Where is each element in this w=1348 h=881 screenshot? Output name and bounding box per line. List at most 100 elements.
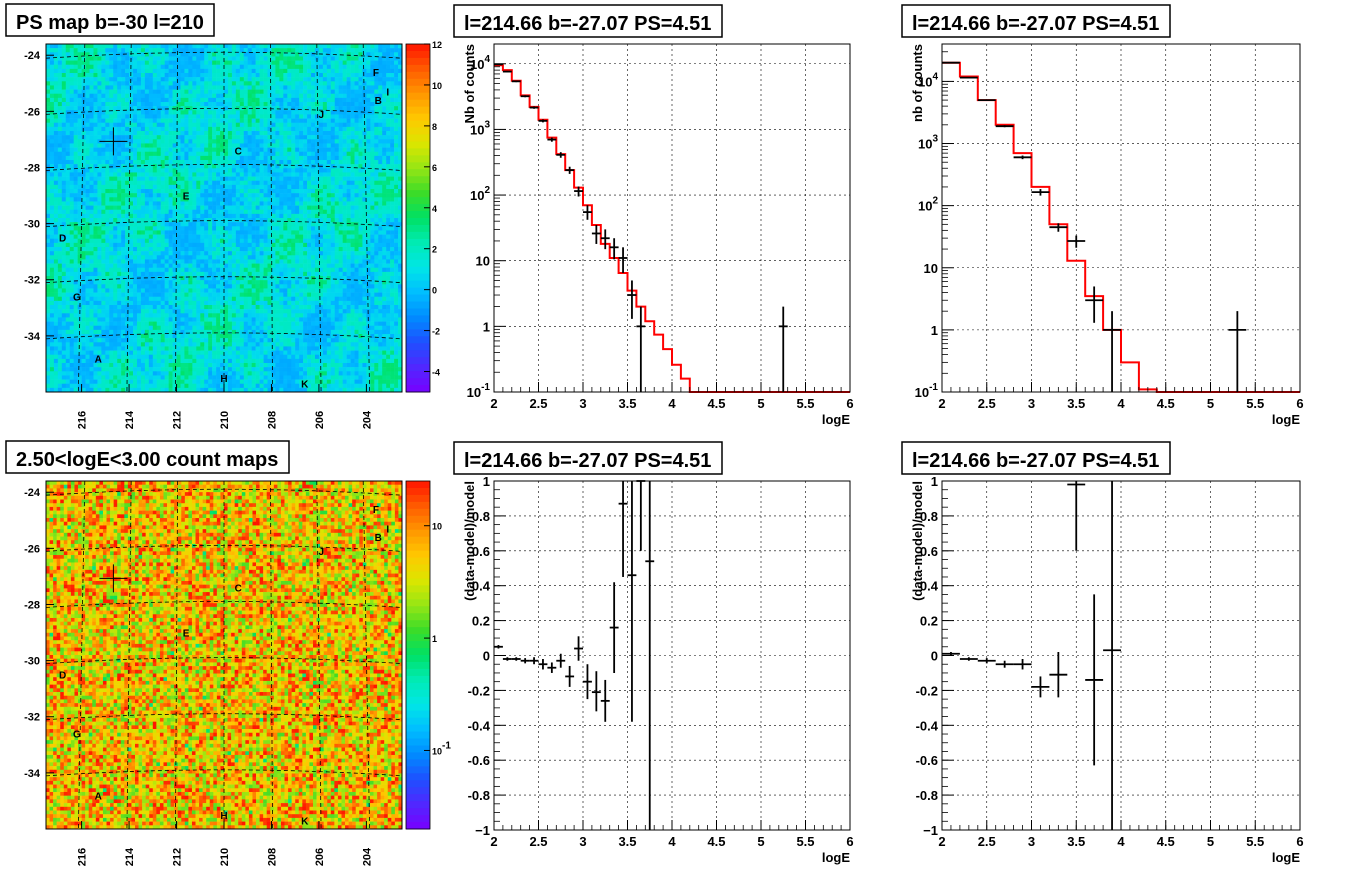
count-map-xtick-label: 208	[266, 848, 278, 866]
count-map-ytick-label: -26	[24, 543, 40, 555]
count-map-colorbar-seg	[406, 599, 430, 606]
ps-map-xtick-label: 204	[361, 410, 373, 429]
count-map-colorbar-seg	[406, 481, 430, 488]
spectrum-1-data-point	[530, 106, 539, 108]
residual-2-data-point	[960, 657, 978, 660]
source-label: I	[386, 525, 389, 536]
ps-map-colorbar-seg	[406, 141, 430, 148]
count-map-colorbar-seg	[406, 523, 430, 530]
residual-1-data-point	[512, 657, 521, 660]
count-map-colorbar-seg	[406, 766, 430, 773]
spectrum-2-data-point	[1103, 311, 1121, 392]
source-label: K	[301, 380, 309, 391]
spectrum-1-xtick-label: 6	[846, 396, 853, 411]
residual-2-title: l=214.66 b=-27.07 PS=4.51	[912, 450, 1159, 472]
residual-2-ytick-label: -0.6	[916, 753, 938, 768]
ps-map-colorbar-seg	[406, 336, 430, 343]
ps-map-colorbar-seg	[406, 232, 430, 239]
spectrum-1-ytick-label: 1	[483, 319, 490, 334]
residual-2-xtick-label: 2	[938, 834, 945, 849]
residual-2-xtick-label: 3	[1028, 834, 1035, 849]
ps-map-colorbar-label: -2	[432, 327, 440, 337]
ps-map-ytick-label: -32	[24, 275, 40, 287]
ps-map-colorbar-seg	[406, 288, 430, 295]
residual-1-xtick-label: 5.5	[796, 834, 814, 849]
spectrum-1-data-point	[583, 205, 592, 220]
count-map-colorbar-seg	[406, 676, 430, 683]
residual-2-ytick-label: -0.2	[916, 683, 938, 698]
spectrum-2-data-point	[960, 77, 978, 78]
count-map-colorbar-seg	[406, 697, 430, 704]
spectrum-1-data-point	[592, 225, 601, 244]
count-map-colorbar-seg	[406, 495, 430, 502]
source-label: J	[319, 547, 325, 558]
figure: -24-26-28-30-32-34216214212210208206204F…	[0, 0, 1348, 876]
residual-1-xlabel: logE	[822, 850, 850, 865]
residual-2-ytick-label: −1	[923, 823, 938, 838]
residual-2-data-point	[942, 652, 960, 655]
spectrum-1-grid	[494, 44, 850, 392]
ps-map-colorbar-label: 2	[432, 245, 437, 255]
source-label: D	[59, 234, 66, 245]
residual-1-data-point	[521, 658, 530, 663]
spectrum-1-ytick-label: 10	[476, 254, 490, 269]
ps-map-colorbar-label: 6	[432, 163, 437, 173]
residual-1-data-point	[610, 582, 619, 673]
ps-map-xtick-label: 214	[124, 410, 136, 429]
spectrum-2-ytick-label: 10-1	[915, 382, 939, 400]
spectrum-2-data-point	[1067, 236, 1085, 248]
residual-1-xtick-label: 4.5	[707, 834, 725, 849]
residual-2-ytick-label: 1	[931, 474, 938, 489]
residual-2-xtick-label: 3.5	[1067, 834, 1085, 849]
residual-1-data-point	[628, 481, 637, 722]
ps-map-colorbar-seg	[406, 190, 430, 197]
ps-map-colorbar-seg	[406, 343, 430, 350]
spectrum-1-data-point	[628, 280, 637, 318]
count-map-colorbar-seg	[406, 732, 430, 739]
residual-2-data-point	[1014, 659, 1032, 669]
ps-map-colorbar-seg	[406, 357, 430, 364]
residual-1-data-point	[601, 680, 610, 722]
source-label: E	[183, 192, 190, 203]
spectrum-2-ytick-exponent: 2	[932, 196, 938, 207]
residual-1-xtick-label: 6	[846, 834, 853, 849]
count-map-colorbar-seg	[406, 690, 430, 697]
count-map-colorbar-seg	[406, 725, 430, 732]
count-map-ytick-label: -30	[24, 656, 40, 668]
spectrum-2-ytick-label: 1	[931, 323, 938, 338]
count-map-colorbar-seg	[406, 641, 430, 648]
residual-1-data-point	[636, 481, 645, 551]
count-map-xtick-label: 210	[219, 848, 231, 866]
residual-2-xtick-label: 5.5	[1246, 834, 1264, 849]
ps-map-colorbar-seg	[406, 350, 430, 357]
spectrum-1-ytick-exponent: -1	[481, 382, 490, 393]
spectrum-2-xtick-label: 3	[1028, 396, 1035, 411]
count-map-colorbar-seg	[406, 759, 430, 766]
count-map-colorbar-seg	[406, 704, 430, 711]
residual-2-data-point	[978, 658, 996, 663]
ps-map-colorbar-seg	[406, 267, 430, 274]
spectrum-2-xtick-label: 4	[1117, 396, 1125, 411]
ps-map-colorbar-seg	[406, 281, 430, 288]
spectrum-1-xtick-label: 5.5	[796, 396, 814, 411]
spectrum-1-ytick-label: 10-1	[467, 382, 491, 400]
residual-2-title-box: l=214.66 b=-27.07 PS=4.51	[902, 442, 1170, 474]
count-map-colorbar-seg	[406, 558, 430, 565]
ps-map-colorbar-seg	[406, 86, 430, 93]
spectrum-2-xtick-label: 2.5	[978, 396, 996, 411]
residual-1-ytick-label: 0.2	[472, 614, 490, 629]
ps-map-colorbar-seg	[406, 371, 430, 378]
ps-map-colorbar-seg	[406, 302, 430, 309]
spectrum-1-ytick-exponent: 3	[484, 119, 490, 130]
count-map-colorbar-seg	[406, 509, 430, 516]
spectrum-1-data-point	[619, 247, 628, 273]
residual-2-xtick-label: 6	[1296, 834, 1303, 849]
residual-2-xtick-label: 2.5	[978, 834, 996, 849]
ps-map-colorbar-seg	[406, 322, 430, 329]
residual-1-xtick-label: 4	[668, 834, 676, 849]
residual-2-xlabel: logE	[1272, 850, 1300, 865]
residual-1-ytick-label: -0.4	[468, 718, 491, 733]
